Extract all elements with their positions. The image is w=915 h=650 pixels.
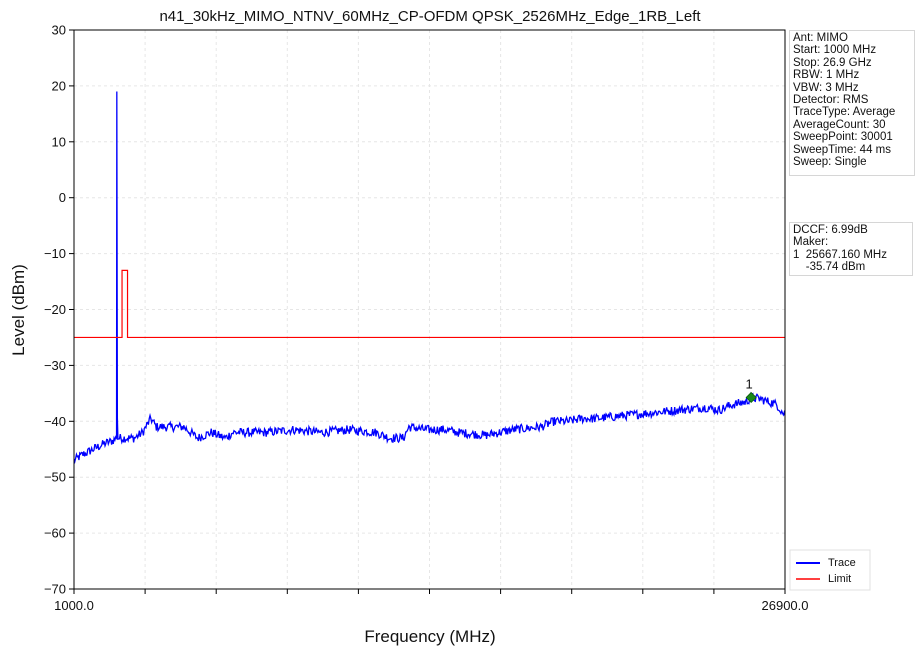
setting-sweep: Sweep: Single bbox=[793, 156, 867, 169]
y-tick-label-3: 0 bbox=[59, 190, 66, 205]
limit-line bbox=[74, 269, 785, 339]
y-tick-label-0: 30 bbox=[52, 23, 66, 38]
setting-detector: Detector: RMS bbox=[793, 94, 869, 107]
y-tick-label-4: −10 bbox=[44, 246, 66, 261]
x-tick-label-0: 1000.0 bbox=[54, 598, 94, 613]
marker-layer: 1 bbox=[745, 376, 757, 404]
marker-level: -35.74 dBm bbox=[793, 261, 866, 274]
setting-rbw: RBW: 1 MHz bbox=[793, 69, 860, 82]
chart-title: n41_30kHz_MIMO_NTNV_60MHz_CP-OFDM QPSK_2… bbox=[159, 8, 701, 25]
x-tick-label-1: 26900.0 bbox=[762, 598, 809, 613]
legend-trace-label: Trace bbox=[828, 557, 856, 569]
setting-ant: Ant: MIMO bbox=[793, 32, 848, 44]
setting-vbw: VBW: 3 MHz bbox=[793, 81, 859, 94]
legend-limit-label: Limit bbox=[828, 573, 851, 585]
marker-frequency: 1 25667.160 MHz bbox=[793, 248, 887, 261]
legend-box bbox=[789, 549, 871, 591]
legend: Trace Limit bbox=[789, 549, 871, 591]
y-axis-label: Level (dBm) bbox=[9, 264, 28, 356]
y-tick-label-8: −50 bbox=[44, 470, 66, 485]
trace-line bbox=[74, 91, 785, 465]
y-tick-label-10: −70 bbox=[44, 582, 66, 597]
marker-heading: Maker: bbox=[793, 236, 829, 249]
plot-area: 1 bbox=[73, 29, 786, 590]
setting-sweep-point: SweepPoint: 30001 bbox=[793, 131, 893, 144]
y-tick-label-2: 10 bbox=[52, 134, 66, 149]
x-axis-label: Frequency (MHz) bbox=[364, 627, 495, 646]
setting-stop: Stop: 26.9 GHz bbox=[793, 56, 872, 69]
marker-1-diamond bbox=[745, 391, 757, 404]
y-axis: 30 20 10 0 −10 −20 −30 −40 −50 −60 −70 bbox=[44, 23, 74, 597]
marker-readout-panel: DCCF: 6.99dB Maker: 1 25667.160 MHz -35.… bbox=[789, 222, 913, 276]
setting-average-count: AverageCount: 30 bbox=[793, 118, 886, 131]
x-axis: 1000.0 26900.0 bbox=[54, 589, 809, 613]
dccf-value: DCCF: 6.99dB bbox=[793, 224, 868, 236]
setting-sweep-time: SweepTime: 44 ms bbox=[793, 143, 891, 156]
y-tick-label-7: −40 bbox=[44, 414, 66, 429]
y-tick-label-6: −30 bbox=[44, 358, 66, 373]
y-tick-label-1: 20 bbox=[52, 78, 66, 93]
setting-start: Start: 1000 MHz bbox=[793, 44, 877, 57]
marker-1-label: 1 bbox=[746, 376, 753, 391]
series-layer bbox=[74, 91, 785, 465]
y-tick-label-9: −60 bbox=[44, 526, 66, 541]
y-tick-label-5: −20 bbox=[44, 302, 66, 317]
setting-trace-type: TraceType: Average bbox=[793, 106, 896, 119]
measurement-settings-panel: Ant: MIMO Start: 1000 MHz Stop: 26.9 GHz… bbox=[789, 30, 915, 176]
